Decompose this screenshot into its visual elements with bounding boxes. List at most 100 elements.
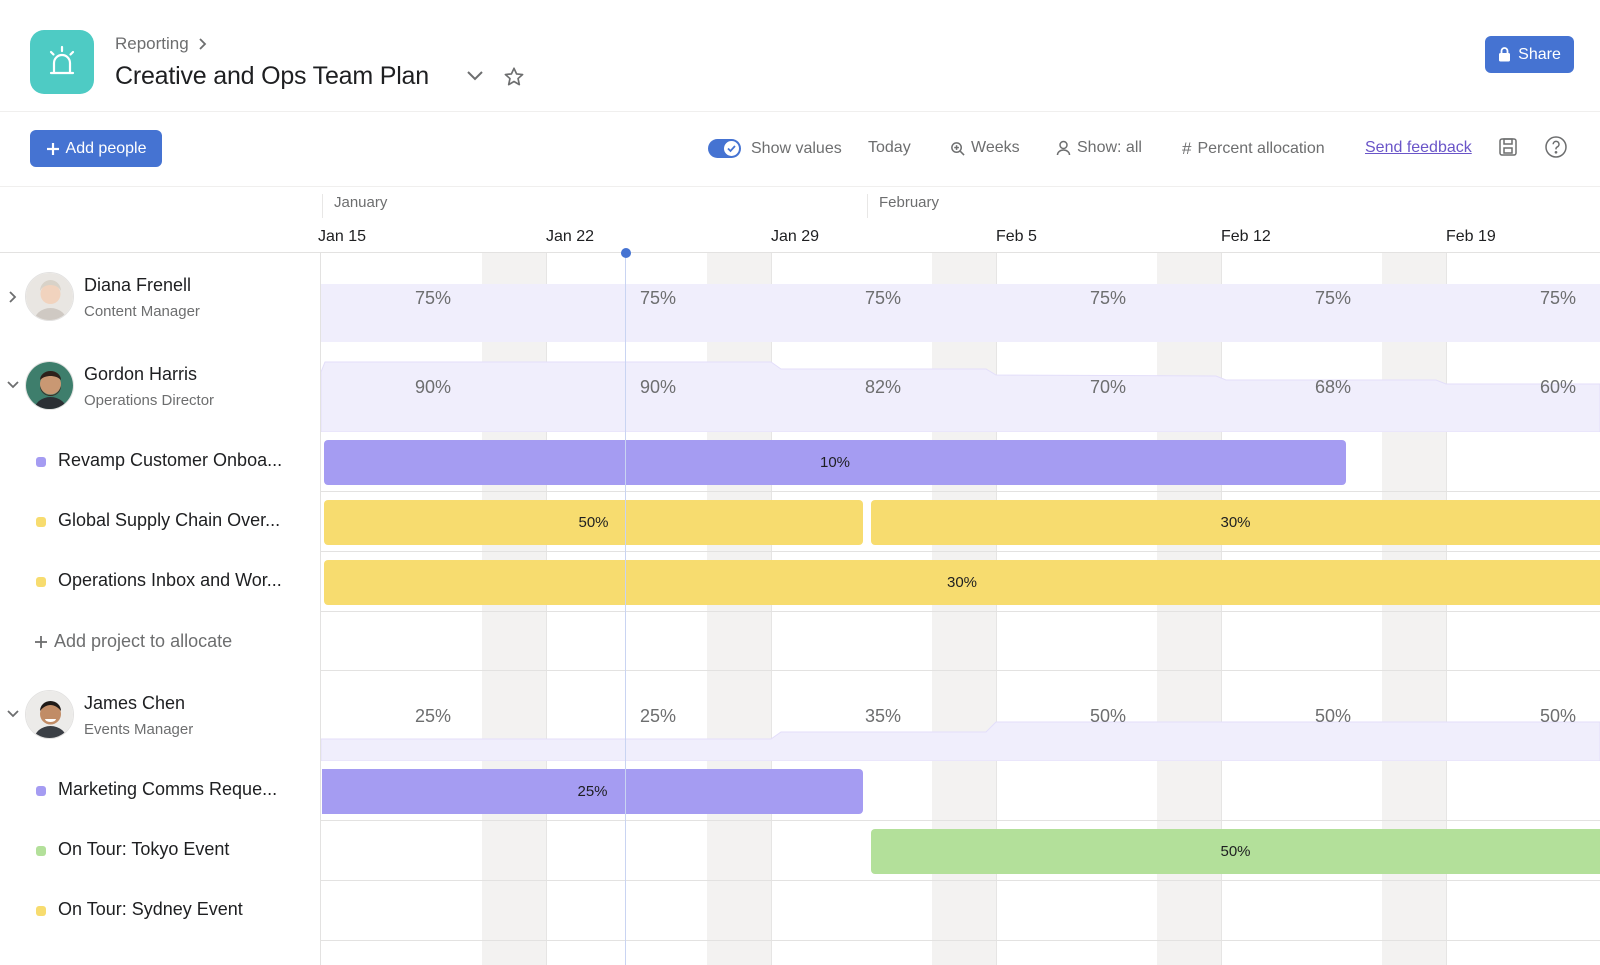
percent-allocation-button[interactable]: # Percent allocation: [1182, 139, 1325, 159]
weekly-allocation: 75%: [1539, 288, 1577, 308]
project-name[interactable]: Marketing Comms Reque...: [58, 779, 278, 799]
allocation-bar[interactable]: 25%: [322, 769, 863, 814]
breadcrumb[interactable]: Reporting: [115, 34, 207, 54]
weeks-zoom-button[interactable]: Weeks: [950, 139, 1020, 157]
chevron-right-icon[interactable]: [6, 290, 18, 304]
add-people-button[interactable]: Add people: [30, 130, 162, 167]
project-color-dot: [36, 577, 46, 587]
allocation-bar[interactable]: 30%: [324, 560, 1600, 605]
person-name: Gordon Harris: [84, 364, 198, 384]
save-icon[interactable]: [1498, 137, 1518, 157]
chevron-down-icon[interactable]: [6, 708, 20, 720]
allocation-band: [321, 721, 1600, 761]
share-label: Share: [1518, 45, 1561, 63]
today-button[interactable]: Today: [868, 139, 911, 157]
page-header: Reporting Creative and Ops Team Plan Sha…: [0, 0, 1600, 112]
week-label: Feb 5: [996, 228, 1037, 245]
hash-icon: #: [1182, 139, 1192, 158]
weekly-allocation: 75%: [639, 288, 677, 308]
lock-icon: [1499, 47, 1511, 62]
weekly-allocation: 50%: [1089, 706, 1127, 726]
today-marker: [621, 248, 631, 258]
project-row[interactable]: Revamp Customer Onboa... 10%: [0, 432, 1600, 492]
plus-icon: [46, 142, 59, 155]
person-role: Events Manager: [84, 721, 194, 738]
person-role: Operations Director: [84, 392, 215, 409]
avatar: [25, 272, 74, 321]
today-line: [625, 253, 626, 965]
allocation-bar[interactable]: 50%: [871, 829, 1600, 874]
week-gridline: [771, 253, 772, 965]
help-icon[interactable]: [1544, 135, 1568, 159]
star-icon[interactable]: [503, 66, 525, 88]
person-icon: [1056, 140, 1071, 156]
weekly-allocation: 82%: [864, 377, 902, 397]
week-gridline: [1446, 253, 1447, 965]
weeks-label: Weeks: [971, 139, 1020, 156]
share-button[interactable]: Share: [1485, 36, 1574, 73]
week-gridline: [546, 253, 547, 965]
weekly-allocation: 50%: [1539, 706, 1577, 726]
person-row[interactable]: Diana Frenell Content Manager 75% 75% 75…: [0, 253, 1600, 342]
weekly-allocation: 50%: [1314, 706, 1352, 726]
project-color-dot: [36, 906, 46, 916]
add-project-button[interactable]: Add project to allocate: [34, 631, 232, 652]
project-row[interactable]: Global Supply Chain Over... 50% 30%: [0, 492, 1600, 552]
week-label: Jan 15: [318, 228, 367, 245]
person-name: Diana Frenell: [84, 275, 192, 295]
project-row[interactable]: Marketing Comms Reque... 25%: [0, 761, 1600, 821]
add-project-row: Add project to allocate: [0, 612, 1600, 671]
person-name: James Chen: [84, 693, 186, 713]
toggle-switch[interactable]: [708, 139, 741, 158]
chevron-down-icon[interactable]: [465, 68, 485, 82]
project-name[interactable]: Operations Inbox and Wor...: [58, 570, 282, 590]
project-color-dot: [36, 517, 46, 527]
show-filter-button[interactable]: Show: all: [1056, 139, 1142, 157]
weekly-allocation: 90%: [639, 377, 677, 397]
person-info: Diana Frenell Content Manager: [0, 253, 321, 341]
show-values-toggle[interactable]: Show values: [708, 139, 842, 158]
project-row[interactable]: On Tour: Tokyo Event 50%: [0, 821, 1600, 881]
person-row[interactable]: Gordon Harris Operations Director 90% 90…: [0, 342, 1600, 432]
plus-icon: [35, 635, 47, 648]
week-gridline: [996, 253, 997, 965]
breadcrumb-reporting[interactable]: Reporting: [115, 34, 189, 53]
person-row[interactable]: James Chen Events Manager 25% 25% 35% 50…: [0, 671, 1600, 761]
today-label: Today: [868, 139, 911, 156]
project-row[interactable]: Operations Inbox and Wor... 30%: [0, 552, 1600, 612]
chevron-down-icon[interactable]: [6, 379, 20, 391]
chevron-right-icon: [199, 38, 206, 50]
allocation-bar-label: 25%: [577, 783, 608, 800]
allocation-bar-label: 10%: [819, 454, 851, 471]
project-name[interactable]: On Tour: Sydney Event: [58, 899, 243, 919]
week-header: Jan 15 Jan 22 Jan 29 Feb 5 Feb 12 Feb 19: [0, 218, 1600, 253]
siren-icon[interactable]: [30, 30, 94, 94]
allocation-bar[interactable]: 50%: [324, 500, 863, 545]
allocation-band: [321, 284, 1600, 342]
allocation-bar[interactable]: 10%: [324, 440, 1346, 485]
week-label: Feb 19: [1446, 228, 1496, 245]
project-name[interactable]: Revamp Customer Onboa...: [58, 450, 283, 470]
project-color-dot: [36, 846, 46, 856]
allocation-band: [321, 361, 1600, 432]
zoom-icon: [951, 141, 965, 156]
week-label: Jan 22: [546, 228, 595, 245]
add-project-label: Add project to allocate: [54, 631, 233, 651]
allocation-bar[interactable]: 30%: [871, 500, 1600, 545]
week-label: Jan 29: [771, 228, 820, 245]
allocation-bar-label: 50%: [578, 514, 609, 531]
send-feedback-link[interactable]: Send feedback: [1365, 139, 1472, 157]
project-row[interactable]: On Tour: Sydney Event: [0, 881, 1600, 941]
allocation-grid: Diana Frenell Content Manager 75% 75% 75…: [0, 253, 1600, 965]
project-color-dot: [36, 457, 46, 467]
person-info: Gordon Harris Operations Director: [0, 342, 321, 431]
allocation-bar-label: 30%: [946, 574, 978, 591]
show-values-label: Show values: [751, 139, 842, 157]
project-name[interactable]: On Tour: Tokyo Event: [58, 839, 230, 859]
avatar: [25, 361, 74, 410]
project-name[interactable]: Global Supply Chain Over...: [58, 510, 281, 530]
send-feedback-label: Send feedback: [1365, 139, 1472, 156]
page-title: Creative and Ops Team Plan: [115, 62, 429, 90]
weekly-allocation: 90%: [414, 377, 452, 397]
weekly-allocation: 75%: [864, 288, 902, 308]
